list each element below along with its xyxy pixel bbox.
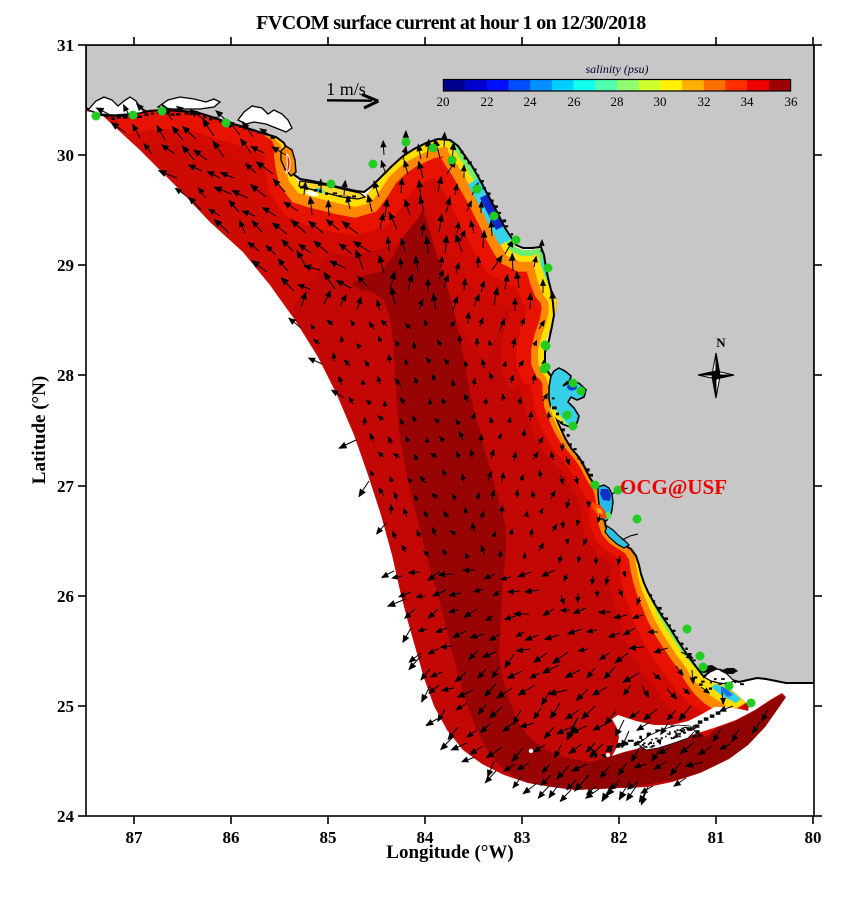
- svg-text:26: 26: [568, 94, 582, 109]
- svg-text:81: 81: [708, 828, 725, 847]
- svg-text:86: 86: [223, 828, 240, 847]
- svg-text:N: N: [716, 335, 726, 350]
- svg-text:24: 24: [524, 94, 538, 109]
- svg-text:salinity (psu): salinity (psu): [586, 62, 649, 76]
- svg-text:28: 28: [57, 366, 74, 385]
- svg-text:83: 83: [514, 828, 531, 847]
- svg-text:24: 24: [57, 807, 75, 826]
- svg-text:82: 82: [611, 828, 628, 847]
- svg-text:31: 31: [57, 36, 74, 55]
- svg-text:1 m/s: 1 m/s: [326, 79, 366, 99]
- svg-text:20: 20: [437, 94, 450, 109]
- svg-text:22: 22: [481, 94, 494, 109]
- svg-text:25: 25: [57, 697, 74, 716]
- svg-text:26: 26: [57, 587, 74, 606]
- svg-text:80: 80: [805, 828, 822, 847]
- svg-text:87: 87: [126, 828, 144, 847]
- svg-text:OCG@USF: OCG@USF: [620, 475, 727, 499]
- svg-text:28: 28: [611, 94, 624, 109]
- svg-text:27: 27: [57, 477, 75, 496]
- svg-text:30: 30: [654, 94, 667, 109]
- svg-text:30: 30: [57, 146, 74, 165]
- svg-text:34: 34: [741, 94, 755, 109]
- svg-text:FVCOM surface current at hour: FVCOM surface current at hour 1 on 12/30…: [256, 12, 646, 34]
- svg-text:Latitude (°N): Latitude (°N): [29, 376, 50, 484]
- svg-text:85: 85: [320, 828, 337, 847]
- svg-text:32: 32: [698, 94, 711, 109]
- svg-text:36: 36: [785, 94, 799, 109]
- svg-text:29: 29: [57, 256, 74, 275]
- svg-text:Longitude (°W): Longitude (°W): [386, 842, 513, 863]
